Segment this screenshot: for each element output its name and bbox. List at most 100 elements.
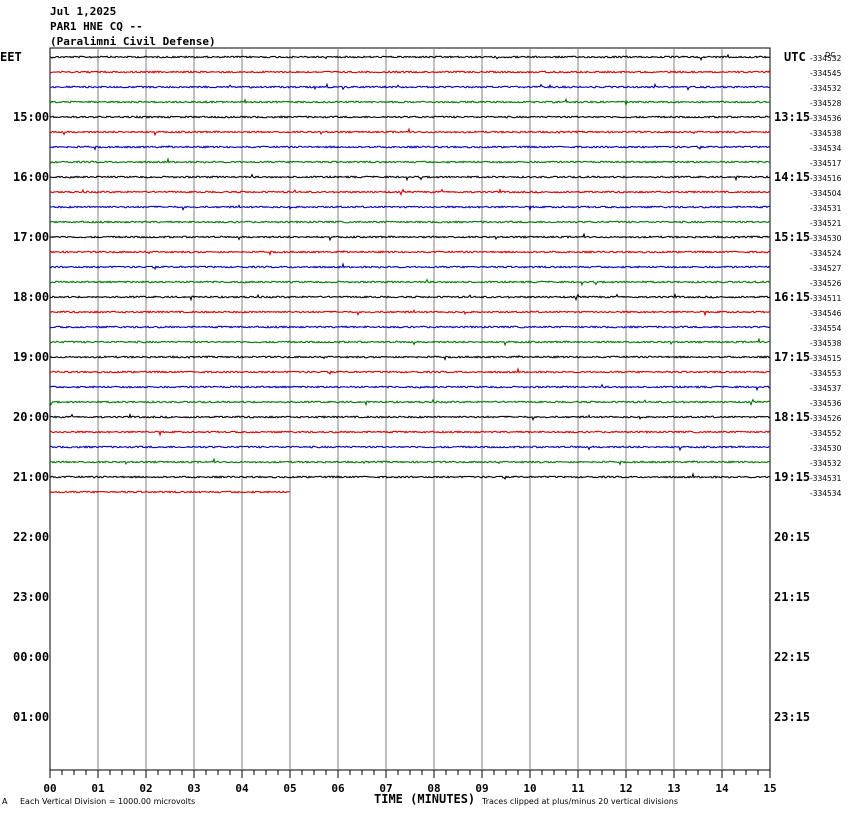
left-hour-label: 00:00 bbox=[13, 650, 49, 664]
seismic-trace bbox=[49, 292, 771, 302]
seismic-trace bbox=[49, 249, 771, 256]
x-tick-label: 00 bbox=[43, 782, 56, 795]
left-hour-label: 22:00 bbox=[13, 530, 49, 544]
clip-note: Traces clipped at plus/minus 20 vertical… bbox=[482, 797, 679, 806]
dc-offset-label: -334526 bbox=[810, 279, 842, 288]
seismic-trace bbox=[49, 325, 771, 329]
seismic-trace bbox=[49, 430, 771, 437]
x-tick-label: 14 bbox=[715, 782, 729, 795]
x-tick-label: 10 bbox=[523, 782, 536, 795]
plot-frame bbox=[49, 47, 771, 771]
x-tick-label: 12 bbox=[619, 782, 632, 795]
dc-offset-label: -334545 bbox=[810, 69, 842, 78]
dc-offset-label: -334524 bbox=[810, 249, 842, 258]
seismic-trace bbox=[49, 262, 771, 271]
left-hour-label: 20:00 bbox=[13, 410, 49, 424]
date-label: Jul 1,2025 bbox=[50, 5, 117, 18]
left-hour-label: 23:00 bbox=[13, 590, 49, 604]
right-hour-label: 21:15 bbox=[774, 590, 810, 604]
seismic-trace bbox=[49, 144, 771, 151]
left-hour-label: 15:00 bbox=[13, 110, 49, 124]
seismic-trace bbox=[49, 457, 771, 466]
right-hour-label: 22:15 bbox=[774, 650, 810, 664]
dc-offset-label: -334536 bbox=[810, 114, 842, 123]
seismic-trace bbox=[49, 472, 771, 481]
x-tick-label: 02 bbox=[139, 782, 152, 795]
seismic-trace bbox=[49, 127, 771, 137]
x-tick-label: 03 bbox=[187, 782, 200, 795]
dc-offset-label: -334534 bbox=[810, 144, 842, 153]
left-hour-label: 21:00 bbox=[13, 470, 49, 484]
dc-offset-label: -334517 bbox=[810, 159, 842, 168]
x-tick-label: 06 bbox=[331, 782, 345, 795]
left-hour-label: 16:00 bbox=[13, 170, 49, 184]
dc-offset-label: -334526 bbox=[810, 414, 842, 423]
right-hour-label: 17:15 bbox=[774, 350, 810, 364]
station-label: PAR1 HNE CQ -- bbox=[50, 20, 143, 33]
x-tick-label: 11 bbox=[571, 782, 585, 795]
dc-offset-label: -334528 bbox=[810, 99, 842, 108]
dc-offset-label: -334552 bbox=[810, 429, 842, 438]
dc-offset-label: -334521 bbox=[810, 219, 842, 228]
right-hour-label: 23:15 bbox=[774, 710, 810, 724]
seismic-trace bbox=[49, 490, 291, 494]
right-hour-label: 20:15 bbox=[774, 530, 810, 544]
left-hour-label: 01:00 bbox=[13, 710, 49, 724]
dc-offset-label: -334534 bbox=[810, 489, 842, 498]
dc-offset-label: -334531 bbox=[810, 204, 842, 213]
corner-mark: A bbox=[2, 797, 8, 806]
seismic-trace bbox=[49, 278, 771, 287]
dc-offset-label: -334511 bbox=[810, 294, 842, 303]
right-hour-label: 16:15 bbox=[774, 290, 810, 304]
dc-label: DC bbox=[825, 51, 835, 59]
left-timezone-label: EET bbox=[0, 50, 22, 64]
dc-offset-label: -334553 bbox=[810, 369, 842, 378]
seismic-trace bbox=[49, 383, 770, 392]
dc-offset-label: -334546 bbox=[810, 309, 842, 318]
dc-offset-label: -334516 bbox=[810, 174, 842, 183]
x-tick-label: 01 bbox=[91, 782, 105, 795]
seismic-trace bbox=[49, 204, 771, 212]
dc-offset-label: -334538 bbox=[810, 339, 842, 348]
x-tick-label: 15 bbox=[763, 782, 776, 795]
dc-offset-label: -334537 bbox=[810, 384, 842, 393]
x-tick-label: 13 bbox=[667, 782, 680, 795]
seismic-trace bbox=[49, 412, 771, 421]
agency-label: (Paralimni Civil Defense) bbox=[50, 35, 216, 48]
right-hour-label: 15:15 bbox=[774, 230, 810, 244]
dc-offset-label: -334515 bbox=[810, 354, 842, 363]
seismic-trace bbox=[49, 115, 771, 119]
dc-offset-label: -334530 bbox=[810, 234, 842, 243]
dc-offset-label: -334527 bbox=[810, 264, 842, 273]
left-hour-label: 18:00 bbox=[13, 290, 49, 304]
seismic-trace bbox=[49, 445, 771, 452]
dc-offset-label: -334531 bbox=[810, 474, 842, 483]
seismic-trace bbox=[49, 309, 771, 317]
dc-offset-label: -334554 bbox=[810, 324, 842, 333]
seismic-trace bbox=[49, 70, 771, 74]
seismic-trace bbox=[49, 187, 771, 197]
dc-offset-label: -334504 bbox=[810, 189, 842, 198]
seismic-trace bbox=[49, 173, 771, 182]
dc-offset-label: -334530 bbox=[810, 444, 842, 453]
dc-offset-label: -334532 bbox=[810, 84, 842, 93]
dc-offset-label: -334532 bbox=[810, 54, 842, 63]
seismic-trace bbox=[49, 220, 771, 224]
right-hour-label: 18:15 bbox=[774, 410, 810, 424]
seismic-trace bbox=[49, 337, 771, 347]
x-tick-label: 07 bbox=[379, 782, 392, 795]
dc-offset-label: -334538 bbox=[810, 129, 842, 138]
seismic-trace bbox=[49, 157, 771, 164]
seismic-trace bbox=[49, 97, 771, 107]
scale-note: Each Vertical Division = 1000.00 microvo… bbox=[20, 797, 196, 806]
seismic-trace bbox=[49, 398, 771, 407]
dc-offset-label: -334536 bbox=[810, 399, 842, 408]
seismic-trace bbox=[49, 232, 771, 242]
left-hour-label: 19:00 bbox=[13, 350, 49, 364]
dc-offset-label: -334532 bbox=[810, 459, 842, 468]
x-tick-label: 09 bbox=[475, 782, 488, 795]
seismic-trace bbox=[49, 82, 771, 92]
right-hour-label: 13:15 bbox=[774, 110, 810, 124]
right-timezone-label: UTC bbox=[784, 50, 806, 64]
